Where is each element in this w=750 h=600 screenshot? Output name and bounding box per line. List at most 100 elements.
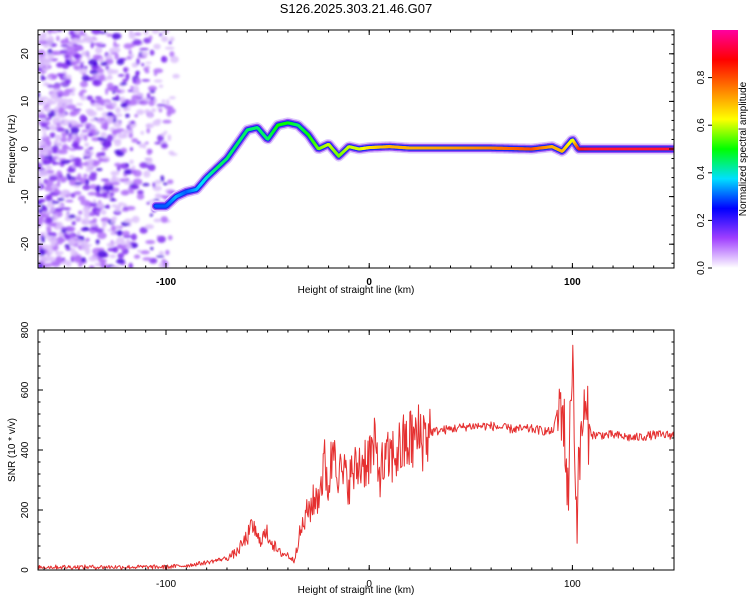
noise-speckle [125, 73, 129, 80]
noise-speckle [116, 259, 125, 265]
noise-speckle [61, 177, 67, 183]
noise-speckle [145, 240, 155, 244]
noise-speckle [150, 50, 155, 56]
noise-speckle [80, 62, 84, 69]
noise-speckle [117, 59, 125, 65]
colorbar: 0.00.20.40.60.8 Normalized spectral ampl… [696, 30, 749, 275]
noise-speckle [98, 58, 104, 63]
noise-speckle [91, 42, 94, 48]
noise-speckle [113, 121, 121, 128]
noise-speckle [101, 179, 110, 182]
spectrogram-x-label: Height of straight line (km) [298, 285, 415, 296]
noise-speckle [65, 79, 71, 84]
noise-speckle [118, 202, 125, 205]
noise-speckle [145, 224, 154, 229]
noise-speckle [105, 142, 110, 149]
noise-speckle [81, 95, 86, 100]
noise-speckle [53, 88, 61, 92]
noise-speckle [95, 262, 101, 266]
noise-speckle [68, 238, 76, 245]
noise-speckle [80, 30, 84, 34]
noise-speckle [100, 263, 105, 268]
noise-speckle [84, 134, 88, 141]
noise-speckle [57, 180, 60, 187]
snr-y-tick-label: 800 [20, 321, 31, 338]
noise-speckle [137, 193, 144, 200]
noise-speckle [60, 192, 65, 198]
snr-panel: -100 0 100 0 200 400 600 800 Height of straigh… [7, 321, 674, 596]
noise-speckle [90, 100, 95, 103]
noise-speckle [81, 130, 87, 133]
noise-speckle [40, 128, 46, 131]
noise-speckle [61, 160, 70, 164]
noise-speckle [40, 213, 46, 218]
noise-speckle [143, 67, 149, 71]
noise-speckle [41, 75, 44, 81]
noise-speckle [131, 166, 135, 170]
noise-speckle [60, 119, 69, 126]
noise-speckle [135, 71, 139, 76]
noise-speckle [96, 239, 100, 244]
noise-speckle [124, 169, 132, 174]
noise-speckle [50, 92, 58, 99]
noise-speckle [66, 104, 76, 109]
noise-speckle [75, 46, 84, 50]
noise-speckle [97, 232, 106, 239]
noise-speckle [123, 207, 128, 210]
noise-speckle [120, 82, 127, 85]
noise-speckle [80, 163, 85, 166]
noise-speckle [42, 160, 51, 165]
noise-speckle [132, 169, 137, 174]
noise-speckle [83, 153, 92, 156]
noise-speckle [126, 108, 131, 111]
spectrogram-y-tick-label: 10 [20, 95, 31, 107]
noise-speckle [86, 244, 92, 247]
noise-speckle [82, 73, 86, 76]
noise-speckle [46, 166, 53, 170]
noise-speckle [88, 192, 97, 196]
noise-speckle [139, 144, 145, 148]
noise-speckle [98, 121, 102, 124]
spectrogram-y-tick-label: -10 [20, 189, 31, 204]
noise-speckle [162, 56, 165, 62]
noise-speckle [107, 229, 111, 232]
snr-y-tick-label: 600 [20, 381, 31, 398]
noise-speckle [108, 88, 117, 91]
colorbar-tick-label: 0.4 [696, 165, 707, 179]
noise-speckle [122, 231, 130, 237]
noise-speckle [155, 180, 162, 185]
noise-speckle [85, 169, 92, 172]
noise-speckle [117, 230, 123, 236]
noise-speckle [148, 112, 152, 117]
noise-speckle [55, 256, 61, 262]
noise-speckle [47, 232, 56, 236]
noise-speckle [111, 182, 120, 186]
noise-speckle [83, 116, 87, 122]
noise-speckle [72, 221, 76, 226]
noise-speckle [81, 228, 90, 231]
noise-speckle [42, 149, 50, 156]
spectrogram-panel: -100 0 100 -20-1001020 Height of straight … [7, 27, 674, 296]
noise-speckle [69, 155, 75, 159]
noise-speckle [92, 103, 101, 106]
noise-speckle [167, 108, 176, 114]
noise-speckle [64, 55, 70, 59]
colorbar-tick-label: 0.0 [696, 261, 707, 275]
noise-speckle [159, 33, 162, 37]
noise-speckle [120, 103, 127, 108]
noise-speckle [38, 199, 45, 203]
noise-speckle [155, 193, 162, 198]
noise-speckle [136, 58, 140, 65]
noise-speckle [65, 247, 70, 251]
noise-speckle [159, 85, 163, 88]
noise-speckle [49, 125, 55, 131]
noise-speckle [149, 35, 153, 40]
noise-speckle [96, 168, 103, 171]
noise-speckle [127, 245, 132, 249]
noise-speckle [67, 136, 71, 142]
noise-speckle [56, 170, 62, 176]
noise-speckle [93, 80, 99, 85]
noise-speckle [161, 143, 168, 149]
noise-speckle [84, 66, 88, 69]
noise-speckle [63, 234, 69, 238]
